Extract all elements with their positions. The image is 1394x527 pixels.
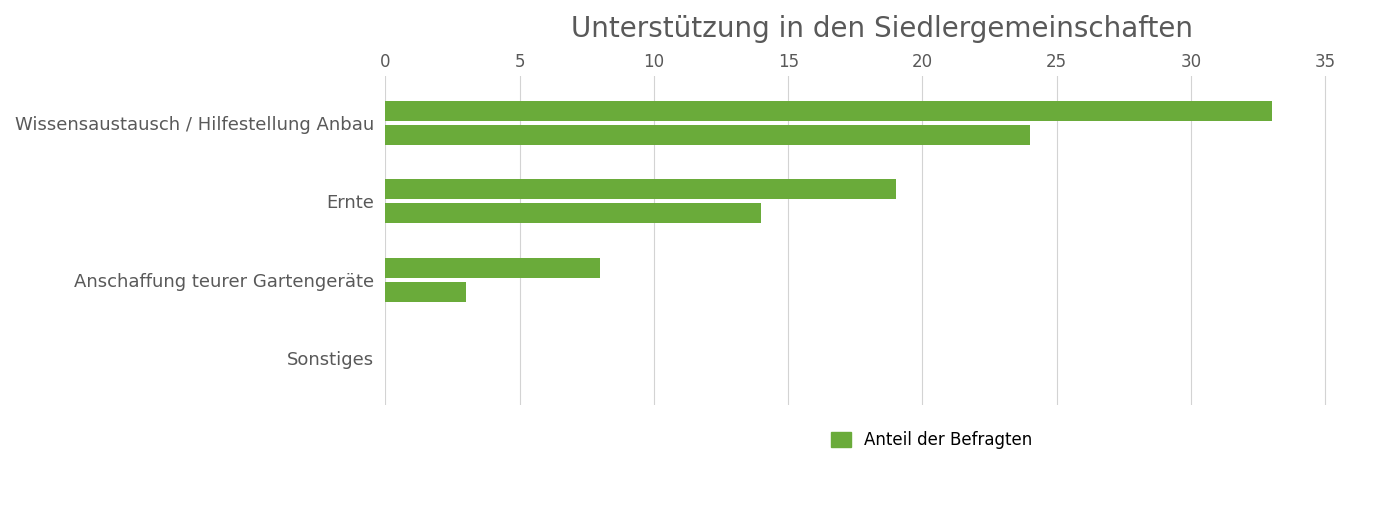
Title: Unterstützung in den Siedlergemeinschaften: Unterstützung in den Siedlergemeinschaft… [572, 15, 1193, 43]
Bar [385, 101, 1271, 121]
Bar [385, 179, 895, 200]
Bar [385, 281, 466, 302]
Bar [385, 125, 1030, 145]
Bar [385, 258, 601, 278]
Bar [385, 203, 761, 223]
Legend: Anteil der Befragten: Anteil der Befragten [824, 425, 1040, 456]
